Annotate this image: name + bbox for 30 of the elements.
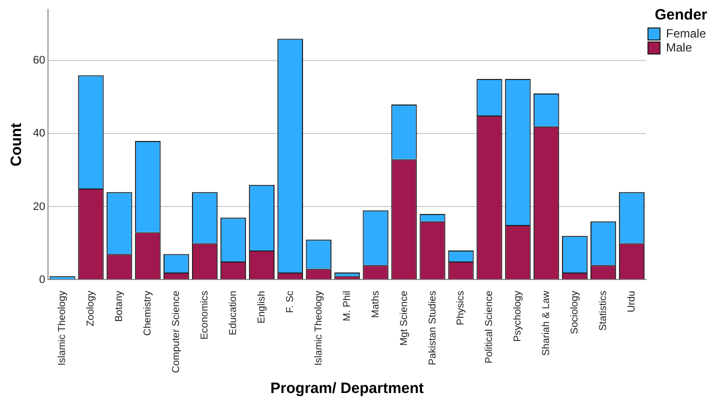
x-tick-label: Islamic Theology [313, 290, 324, 366]
x-tick-label: Botany [114, 290, 126, 322]
x-tick-label: Physics [456, 290, 467, 326]
x-tick-label: Economics [200, 290, 211, 340]
x-tick-label: English [256, 290, 268, 324]
legend-label: Male [666, 40, 692, 54]
legend-title: Gender [654, 6, 708, 24]
x-tick-label: Islamic Theology [57, 290, 68, 366]
y-axis-title: Count [8, 123, 26, 166]
x-tick-label: M. Phil [342, 290, 353, 322]
x-tick-label: Education [228, 290, 240, 336]
x-tick-label: Pakistan Studies [427, 290, 438, 366]
x-tick-label: Shariah & Law [541, 290, 552, 356]
x-tick-label: Psychology [512, 290, 524, 342]
y-tick-label: 40 [32, 128, 46, 140]
x-tick-label: Sociology [570, 290, 581, 334]
x-tick-label: Urdu [626, 290, 638, 312]
x-tick-label: Zoology [86, 290, 97, 326]
legend-label: Female [666, 26, 706, 40]
x-tick-label: Computer Science [171, 290, 182, 374]
x-axis-title: Program/ Department [270, 380, 424, 398]
x-tick-label: Statistics [598, 290, 610, 331]
y-tick-label: 20 [32, 200, 46, 213]
x-tick-label: Political Science [484, 290, 496, 364]
x-tick-label: Maths [370, 290, 382, 318]
y-tick-label: 0 [39, 274, 46, 286]
x-tick-label: Chemistry [142, 290, 154, 336]
y-tick-label: 60 [32, 54, 46, 67]
x-tick-label: Mgt Science [398, 290, 410, 346]
x-tick-label: F. Sc [284, 290, 296, 313]
